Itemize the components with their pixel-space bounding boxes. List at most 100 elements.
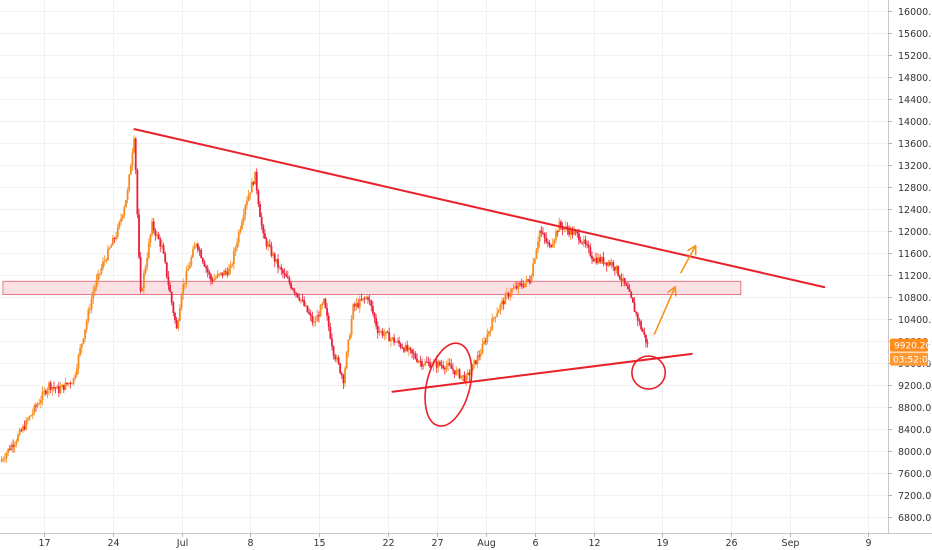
resistance-trendline[interactable] [133,128,826,289]
candle-body [182,284,185,295]
candle-body [582,239,585,244]
candle-body [242,214,245,222]
projection-arrow[interactable] [653,286,676,335]
candle-body [409,347,412,350]
price-tick-label: 11200.00 [898,271,932,282]
candle-body [301,299,304,301]
candle-body [545,237,548,243]
candle-body [298,297,301,301]
candle-body [270,245,273,256]
candle-body [77,355,80,369]
candle-body [488,331,490,335]
candle-body [304,305,307,307]
candle-body [195,243,198,246]
candle-body [388,332,391,342]
candle-body [385,331,387,335]
candle-body [190,257,193,266]
candle-body [592,259,595,262]
candle-body [136,169,139,215]
range-zone[interactable] [2,280,742,296]
candle-body [203,261,206,267]
candle-body [337,357,340,364]
candle-body [234,247,237,252]
candle-body [46,389,49,395]
candle-body [236,242,239,248]
candle-body [512,288,515,290]
candle-body [393,337,396,343]
candle-body [489,330,492,332]
candle-body [331,338,333,347]
candle-body [71,383,73,385]
candle-body [604,262,606,264]
candle-body [175,319,178,329]
highlight-ellipse[interactable] [417,338,479,431]
candle-body [638,320,641,322]
candle-body [218,273,221,275]
candle-body [339,363,342,374]
price-tick-label: 12000.00 [898,227,932,238]
candle-body [282,269,284,274]
projection-arrow[interactable] [680,244,697,274]
candle-body [92,291,95,299]
candle-body [156,234,158,236]
candle-body [367,297,369,300]
candle-body [504,294,507,305]
last-price-label: 9920.20 [894,342,931,352]
candle-body [471,364,474,371]
candle-body [416,358,418,362]
candle-body [553,239,556,244]
candle-body [185,270,188,283]
candle-body [332,346,335,356]
candle-body [146,257,149,267]
candle-body [335,357,338,360]
candle-body [381,330,384,336]
candle-body [574,231,577,233]
candle-body [64,382,67,390]
candle-body [28,416,31,420]
zone-layer [2,280,742,296]
candle-body [201,257,204,262]
candle-body [358,299,361,308]
grid [0,0,888,533]
candle-body [380,330,382,332]
price-tags: 9920.20 03:52:08 [890,338,932,366]
candle-body [257,190,260,205]
candle-body [350,318,353,336]
candle-body [357,303,360,308]
candle-body [224,271,227,273]
candle-body [373,313,376,319]
candle-body [108,247,111,249]
candle-body [370,300,373,307]
candle-body [221,272,224,276]
time-axis[interactable]: 17 24 Jul 8 15 22 27 Aug 6 12 19 26 Sep 9 [38,533,872,549]
candle-body [407,347,410,351]
candle-body [113,237,116,240]
candle-body [386,331,389,333]
candle-body [550,245,553,248]
drawings[interactable] [133,128,826,431]
candle-body [115,236,118,240]
candle-body [126,190,129,201]
candle-body [483,341,485,344]
candle-body [206,268,209,273]
candle-body [481,343,484,354]
time-tick-label: 8 [247,538,253,549]
candle-body [272,253,275,256]
candle-body [172,302,175,313]
candle-body [424,361,427,365]
price-tick-label: 15600.00 [898,29,932,40]
candle-body [286,276,289,279]
candle-body [589,247,592,256]
candle-body [563,228,566,230]
candle-body [636,313,639,321]
candle-body [334,355,337,360]
candle-body [600,257,603,263]
support-trendline[interactable] [391,352,693,393]
candle-body [321,303,324,306]
candle-body [228,268,230,276]
highlight-ellipse[interactable] [631,355,667,390]
candle-body [314,321,317,323]
candle-body [303,300,306,306]
candle-body [455,370,458,375]
